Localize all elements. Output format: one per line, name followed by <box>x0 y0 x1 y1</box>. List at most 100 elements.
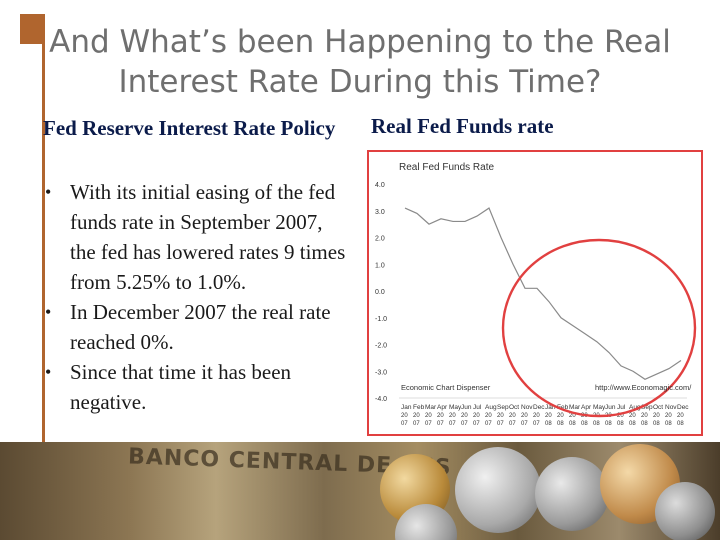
x-tick-label: 08 <box>665 421 672 427</box>
right-heading: Real Fed Funds rate <box>371 114 554 138</box>
x-tick-label: 07 <box>449 421 456 427</box>
x-tick-label: Feb <box>557 404 569 411</box>
x-tick-label: 20 <box>665 413 672 419</box>
x-tick-label: Aug <box>485 404 497 411</box>
x-tick-label: Jul <box>617 404 626 411</box>
accent-line <box>42 14 45 442</box>
x-tick-label: 07 <box>473 421 480 427</box>
x-tick-label: 08 <box>641 421 648 427</box>
x-tick-label: Jan <box>545 404 556 411</box>
bullet-item: • In December 2007 the real rate reached… <box>43 297 353 357</box>
x-tick-label: 20 <box>473 413 480 419</box>
x-tick-label: 07 <box>533 421 540 427</box>
x-tick-label: 08 <box>617 421 624 427</box>
x-tick-label: 20 <box>413 413 420 419</box>
x-tick-label: Jun <box>461 404 472 411</box>
x-tick-label: 20 <box>617 413 624 419</box>
x-tick-label: Sep <box>641 404 653 411</box>
bullet-icon: • <box>45 362 52 382</box>
x-tick-label: 07 <box>497 421 504 427</box>
x-tick-label: 08 <box>593 421 600 427</box>
x-tick-label: Nov <box>665 404 677 411</box>
bullet-text: Since that time it has been negative. <box>70 360 292 414</box>
source-right: http://www.Economagic.com/ <box>595 383 692 392</box>
x-tick-label: 20 <box>497 413 504 419</box>
x-tick-label: 07 <box>485 421 492 427</box>
x-tick-label: 20 <box>437 413 444 419</box>
y-tick-label: 2.0 <box>375 236 385 243</box>
x-tick-label: 08 <box>677 421 684 427</box>
x-tick-label: Jul <box>473 404 482 411</box>
x-tick-label: 20 <box>629 413 636 419</box>
y-tick-label: -2.0 <box>375 343 387 350</box>
x-tick-label: Apr <box>437 404 448 411</box>
y-tick-label: -3.0 <box>375 369 387 376</box>
chart-title: Real Fed Funds Rate <box>399 162 494 173</box>
x-tick-label: 20 <box>485 413 492 419</box>
y-tick-label: 4.0 <box>375 182 385 189</box>
source-left: Economic Chart Dispenser <box>401 383 491 392</box>
line-chart: Real Fed Funds Rate 4.0 3.0 2.0 1.0 0.0 -1.0 -… <box>369 152 701 434</box>
x-tick-label: 08 <box>653 421 660 427</box>
y-tick-label: 1.0 <box>375 262 385 269</box>
bullet-item: • Since that time it has been negative. <box>43 357 353 417</box>
x-tick-label: 20 <box>401 413 408 419</box>
x-tick-label: May <box>593 404 606 411</box>
x-tick-label: Mar <box>569 404 581 411</box>
bullet-text: With its initial easing of the fed funds… <box>70 180 346 294</box>
x-tick-label: 08 <box>545 421 552 427</box>
x-tick-label: 20 <box>425 413 432 419</box>
bullet-text: In December 2007 the real rate reached 0… <box>70 300 331 354</box>
x-tick-label: 20 <box>545 413 552 419</box>
x-tick-label: Dec <box>677 404 689 411</box>
x-tick-label: 07 <box>461 421 468 427</box>
coin-icon <box>535 457 609 531</box>
x-tick-label: Nov <box>521 404 533 411</box>
x-tick-label: 07 <box>413 421 420 427</box>
x-tick-label: Dec <box>533 404 545 411</box>
x-tick-label: 20 <box>533 413 540 419</box>
left-heading: Fed Reserve Interest Rate Policy <box>43 116 336 140</box>
bullet-item: • With its initial easing of the fed fun… <box>43 177 353 297</box>
x-tick-label: Jan <box>401 404 412 411</box>
chart-frame: Real Fed Funds Rate 4.0 3.0 2.0 1.0 0.0 -1.0 -… <box>367 150 703 436</box>
coin-icon <box>455 447 541 533</box>
bullet-icon: • <box>45 182 52 202</box>
x-tick-label: 20 <box>653 413 660 419</box>
x-tick-label: 20 <box>569 413 576 419</box>
slide-title: And What’s been Happening to the Real In… <box>49 24 671 100</box>
y-tick-label: 0.0 <box>375 289 385 296</box>
accent-bar <box>20 14 44 44</box>
x-tick-label: 20 <box>449 413 456 419</box>
x-tick-label: 20 <box>641 413 648 419</box>
x-tick-label: Jun <box>605 404 616 411</box>
x-tick-label: Mar <box>425 404 437 411</box>
x-tick-label: 07 <box>509 421 516 427</box>
x-tick-label: 08 <box>569 421 576 427</box>
x-tick-label: 20 <box>521 413 528 419</box>
highlight-circle <box>501 238 697 418</box>
x-tick-label: 07 <box>401 421 408 427</box>
x-tick-label: Sep <box>497 404 509 411</box>
x-tick-label: 20 <box>677 413 684 419</box>
x-tick-label: 08 <box>557 421 564 427</box>
x-tick-label: 20 <box>557 413 564 419</box>
x-tick-label: Oct <box>653 404 663 411</box>
series-line <box>404 207 682 380</box>
y-tick-label: 3.0 <box>375 209 385 216</box>
x-tick-label: Feb <box>413 404 425 411</box>
x-tick-label: 07 <box>437 421 444 427</box>
x-tick-label: 20 <box>461 413 468 419</box>
x-tick-label: Oct <box>509 404 519 411</box>
x-tick-label: 07 <box>425 421 432 427</box>
money-photo: BANCO CENTRAL DE RES <box>0 442 720 540</box>
x-tick-label: Aug <box>629 404 641 411</box>
y-tick-label: -1.0 <box>375 316 387 323</box>
bullet-icon: • <box>45 302 52 322</box>
y-tick-label: -4.0 <box>375 396 387 403</box>
x-tick-label: 08 <box>629 421 636 427</box>
bullet-list: • With its initial easing of the fed fun… <box>43 177 353 417</box>
x-tick-label: 07 <box>521 421 528 427</box>
x-tick-label: 20 <box>509 413 516 419</box>
x-tick-label: Apr <box>581 404 592 411</box>
